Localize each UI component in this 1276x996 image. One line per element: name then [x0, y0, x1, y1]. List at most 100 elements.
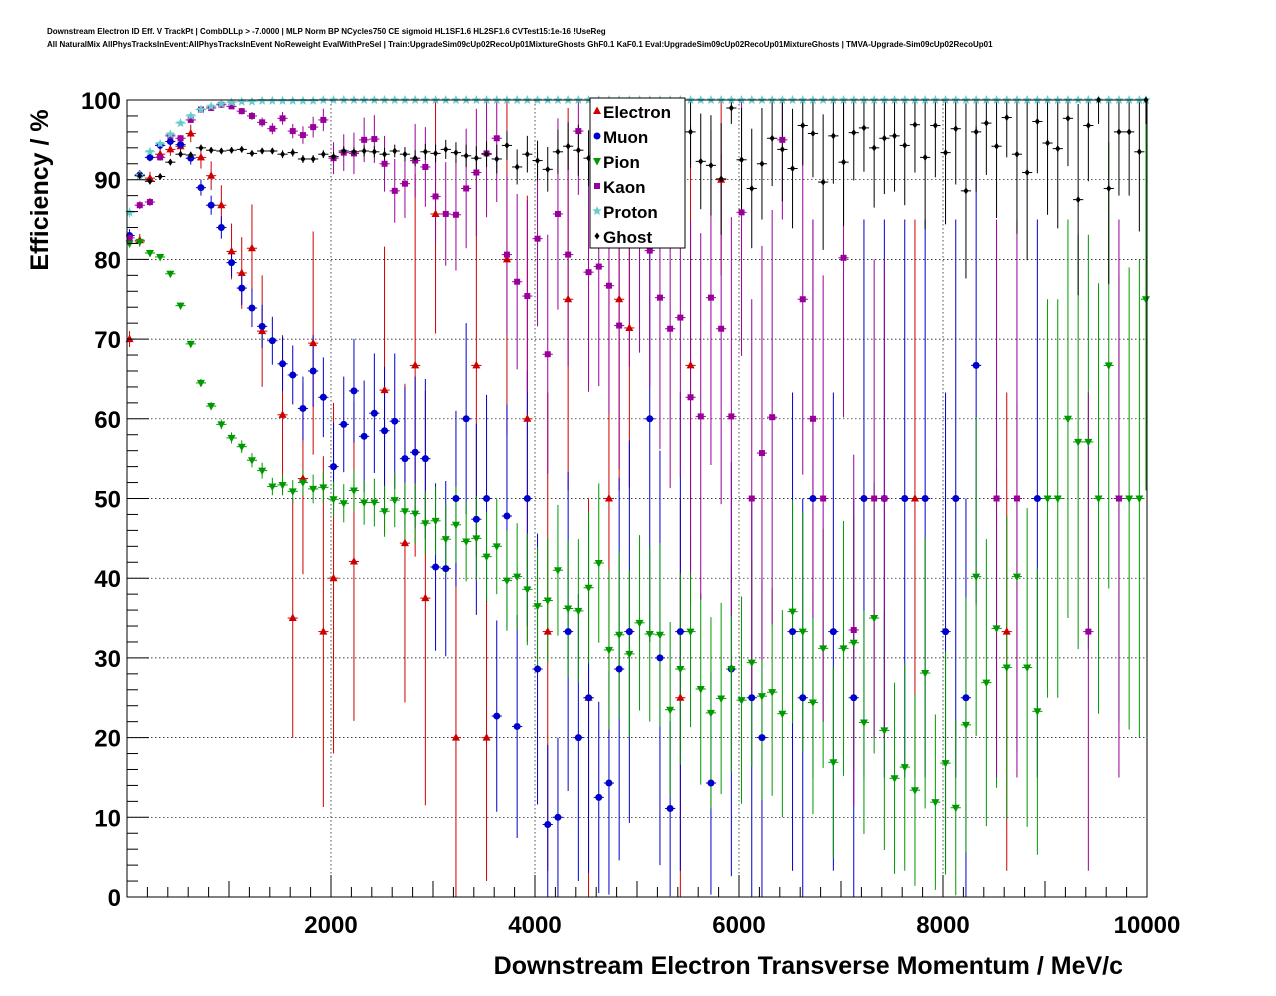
- data-point: [319, 393, 327, 401]
- data-point: [1141, 296, 1150, 304]
- data-point: [900, 764, 909, 772]
- data-point: [687, 394, 694, 401]
- data-point: [502, 254, 511, 263]
- data-point: [237, 443, 246, 452]
- data-point: [390, 497, 399, 505]
- data-point: [646, 247, 653, 254]
- data-point: [175, 118, 186, 128]
- data-point: [564, 294, 573, 303]
- data-point: [166, 270, 175, 279]
- data-point: [473, 169, 480, 176]
- data-point: [1136, 148, 1142, 156]
- data-point: [278, 410, 287, 418]
- data-point: [493, 712, 501, 720]
- data-point: [1085, 122, 1091, 130]
- legend-box: [589, 97, 686, 249]
- data-point: [198, 144, 204, 152]
- data-point: [247, 243, 256, 252]
- data-point: [288, 488, 297, 496]
- data-point: [340, 420, 348, 428]
- y-tick-label: 50: [94, 487, 121, 514]
- data-point: [290, 149, 296, 157]
- data-point: [635, 619, 644, 628]
- y-tick-label: 90: [94, 168, 121, 195]
- data-point: [504, 141, 510, 149]
- data-point: [727, 666, 736, 674]
- data-point: [289, 128, 296, 135]
- data-point: [310, 124, 317, 131]
- data-point: [339, 500, 348, 508]
- data-point: [411, 360, 420, 369]
- data-point: [411, 510, 420, 519]
- legend-marker: [592, 206, 602, 216]
- data-point: [861, 124, 867, 132]
- data-point: [502, 577, 511, 586]
- data-point: [1116, 128, 1122, 136]
- data-point: [217, 200, 226, 209]
- data-point: [544, 820, 552, 828]
- data-point: [543, 627, 552, 635]
- data-point: [278, 481, 287, 490]
- data-point: [309, 367, 317, 375]
- data-point: [421, 520, 430, 528]
- data-point: [993, 495, 1000, 502]
- data-point: [370, 409, 378, 417]
- data-point: [484, 150, 490, 158]
- data-point: [534, 665, 542, 673]
- data-point: [442, 210, 449, 217]
- data-point: [535, 157, 541, 165]
- data-point: [676, 666, 685, 674]
- data-point: [758, 450, 765, 457]
- data-point: [400, 508, 409, 516]
- data-point: [728, 413, 735, 420]
- data-point: [922, 153, 928, 161]
- data-point: [594, 560, 603, 568]
- data-point: [380, 508, 389, 516]
- data-point: [494, 155, 500, 163]
- data-point: [615, 631, 624, 640]
- data-point: [514, 278, 521, 285]
- data-point: [912, 121, 918, 129]
- data-point: [605, 779, 613, 787]
- data-point: [1106, 184, 1112, 192]
- data-point: [492, 543, 501, 551]
- data-point: [126, 234, 133, 241]
- data-point: [931, 799, 940, 807]
- data-point: [615, 665, 623, 673]
- data-point: [238, 284, 246, 292]
- data-point: [1126, 128, 1132, 136]
- y-tick-label: 70: [94, 327, 121, 354]
- data-point: [769, 414, 776, 421]
- data-point: [400, 538, 409, 547]
- series-muon: [126, 137, 1041, 828]
- data-point: [595, 793, 603, 801]
- data-point: [482, 553, 491, 562]
- data-point: [1075, 196, 1081, 204]
- data-point: [666, 805, 674, 813]
- data-point: [402, 150, 408, 158]
- data-point: [676, 628, 684, 636]
- legend-marker: [593, 158, 601, 166]
- data-point: [625, 628, 633, 636]
- data-point: [349, 487, 358, 496]
- data-point: [360, 432, 368, 440]
- data-point: [880, 727, 889, 735]
- data-point: [688, 128, 694, 136]
- data-point: [493, 135, 500, 142]
- data-point: [401, 455, 409, 463]
- data-point: [830, 132, 836, 140]
- data-point: [401, 180, 408, 187]
- data-point: [432, 563, 440, 571]
- x-tick-label: 4000: [508, 912, 561, 939]
- data-point: [238, 108, 245, 115]
- data-point: [737, 697, 746, 705]
- data-point: [249, 149, 255, 157]
- data-point: [901, 495, 909, 502]
- data-point: [790, 165, 796, 173]
- legend-item-pion: Pion: [593, 153, 640, 172]
- data-point: [227, 246, 236, 255]
- data-point: [178, 150, 184, 158]
- data-point: [564, 628, 572, 636]
- data-point: [361, 147, 367, 155]
- data-point: [728, 104, 734, 112]
